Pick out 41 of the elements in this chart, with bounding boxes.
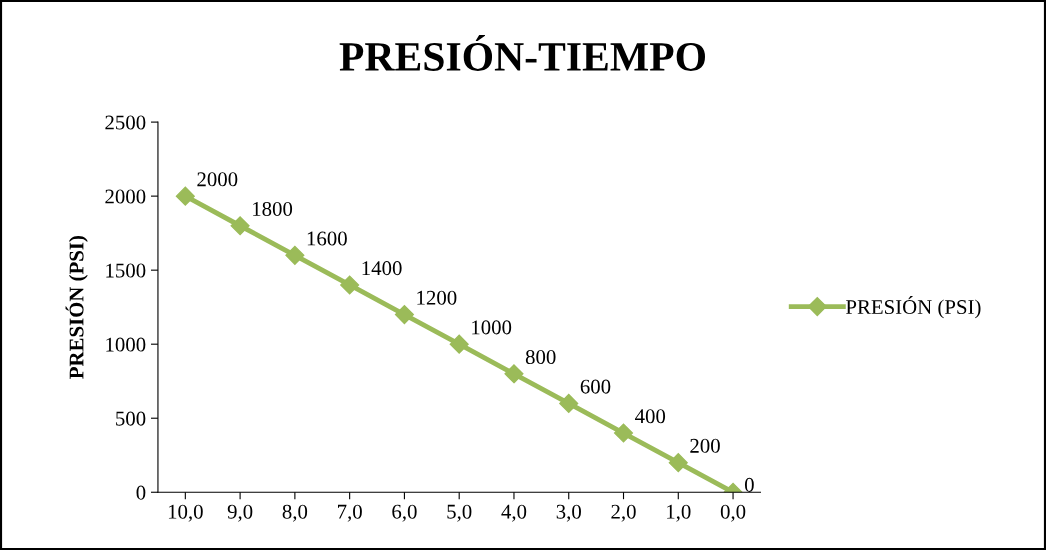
data-label: 1600 [307, 231, 347, 246]
data-label: 1800 [253, 201, 293, 216]
data-label: 1400 [362, 261, 402, 276]
x-tick-label: 3,0 [556, 504, 581, 522]
data-label: 400 [635, 409, 666, 424]
data-label: 0 [744, 477, 754, 492]
y-tick-label: 2000 [105, 189, 146, 204]
x-tick-label: 10,0 [168, 504, 203, 522]
y-tick-label: 2500 [105, 115, 146, 130]
x-tick-label: 4,0 [501, 504, 527, 522]
data-label: 1200 [417, 290, 457, 305]
y-axis-title: PRESIÓN (PSI) [65, 236, 88, 379]
y-tick-label: 500 [116, 411, 146, 426]
point [175, 186, 195, 206]
point [449, 334, 469, 354]
x-tick-label: 8,0 [282, 504, 308, 522]
point [504, 364, 524, 384]
y-tick-label: 1000 [106, 337, 146, 352]
point [394, 305, 414, 325]
point [230, 216, 250, 236]
data-label: 600 [580, 379, 611, 394]
data-label: 200 [690, 438, 720, 453]
x-tick-label: 5,0 [447, 504, 472, 522]
chart-title: PRESIÓN-TIEMPO [339, 34, 706, 71]
data-label: 800 [525, 349, 556, 365]
x-tick-label: 7,0 [338, 504, 362, 522]
point [285, 245, 305, 265]
y-tick-label: 1500 [106, 263, 146, 278]
point [668, 453, 688, 473]
point [559, 393, 579, 413]
x-tick-label: 6,0 [392, 504, 417, 522]
y-tick-label: 0 [136, 485, 146, 500]
legend-label: PRESIÓN (PSI) [846, 296, 981, 319]
x-tick-label: 1,0 [667, 504, 691, 522]
x-tick-label: 2,0 [611, 504, 636, 522]
point [340, 275, 360, 295]
data-label: 2000 [197, 172, 238, 187]
x-tick-label: 0,0 [720, 504, 746, 522]
data-label: 1000 [472, 320, 512, 335]
x-tick-label: 9,0 [227, 504, 253, 522]
point [613, 423, 634, 443]
